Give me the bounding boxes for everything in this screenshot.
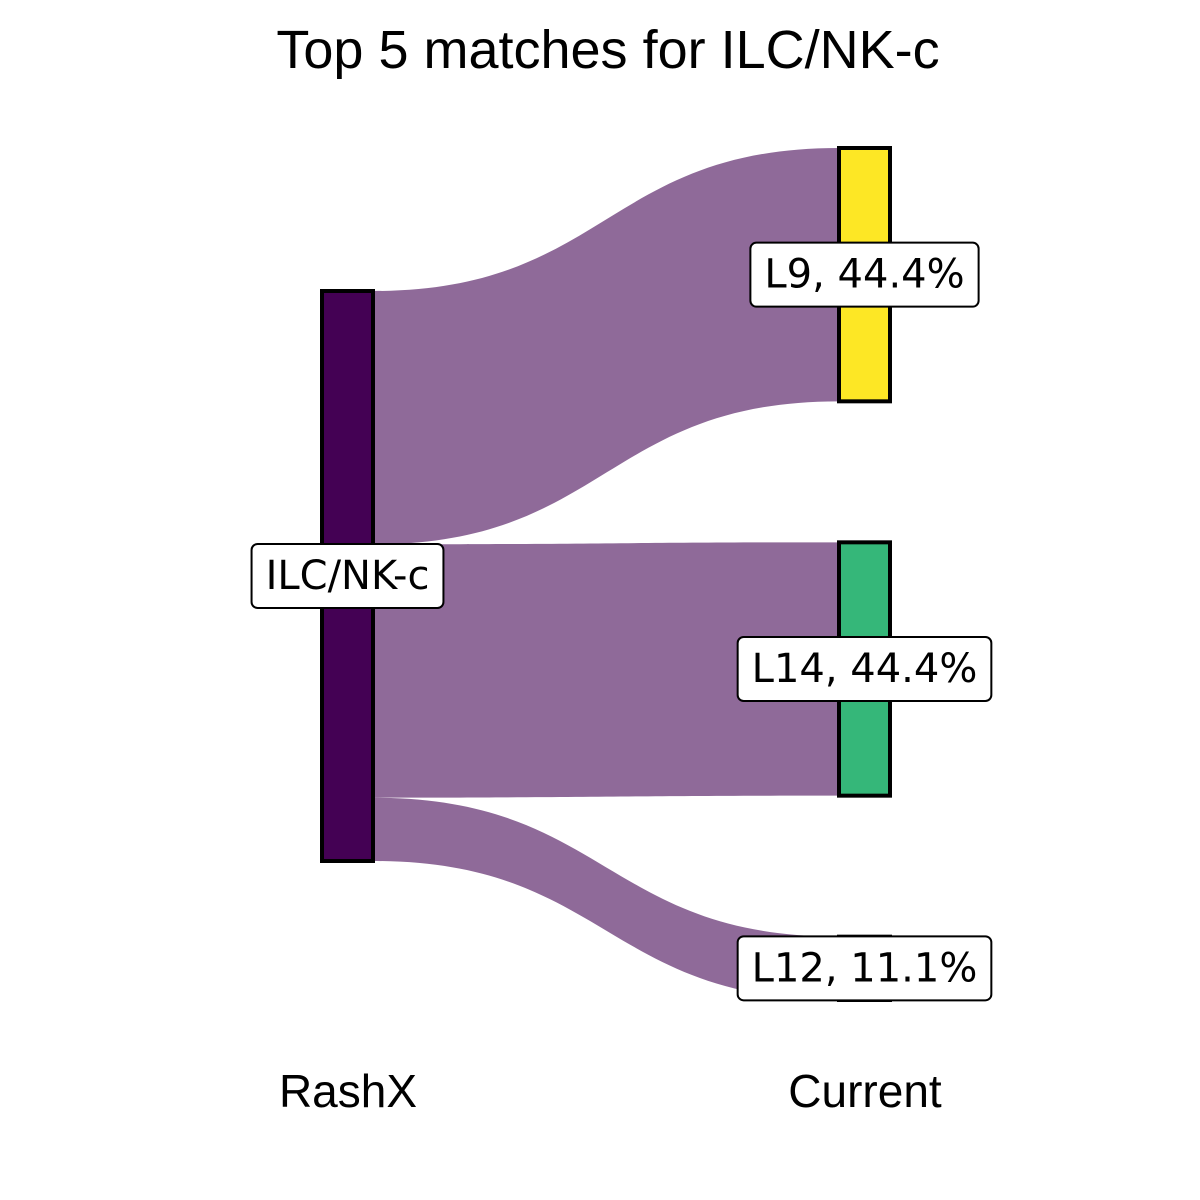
node-label-ilc-nk-c-text: ILC/NK-c	[266, 553, 430, 599]
flow-l9	[373, 148, 839, 545]
node-label-l14-box	[736, 636, 993, 702]
flow-l14	[373, 542, 839, 798]
node-label-l9-box	[749, 241, 980, 308]
flows-group	[373, 148, 839, 1000]
axis-label-rashx: RashX	[279, 1065, 417, 1117]
node-label-l14-text: L14, 44.4%	[752, 646, 978, 692]
node-label-l9-text: L9, 44.4%	[764, 252, 964, 298]
node-label-l12-box	[736, 935, 993, 1002]
node-labels-group: ILC/NK-c L9, 44.4% L14, 44.4% L12, 11.1%	[250, 241, 993, 1002]
node-label-l14: L14, 44.4%	[736, 636, 993, 702]
node-label-l12-text: L12, 11.1%	[752, 945, 978, 991]
node-label-l12: L12, 11.1%	[736, 935, 993, 1002]
node-label-ilc-nk-c: ILC/NK-c	[250, 543, 445, 609]
node-label-ilc-nk-c-box	[250, 543, 445, 609]
node-label-l9: L9, 44.4%	[749, 241, 980, 308]
flow-l12	[373, 797, 839, 1000]
chart-title: Top 5 matches for ILC/NK-c	[276, 20, 939, 80]
axis-label-current: Current	[788, 1065, 942, 1117]
